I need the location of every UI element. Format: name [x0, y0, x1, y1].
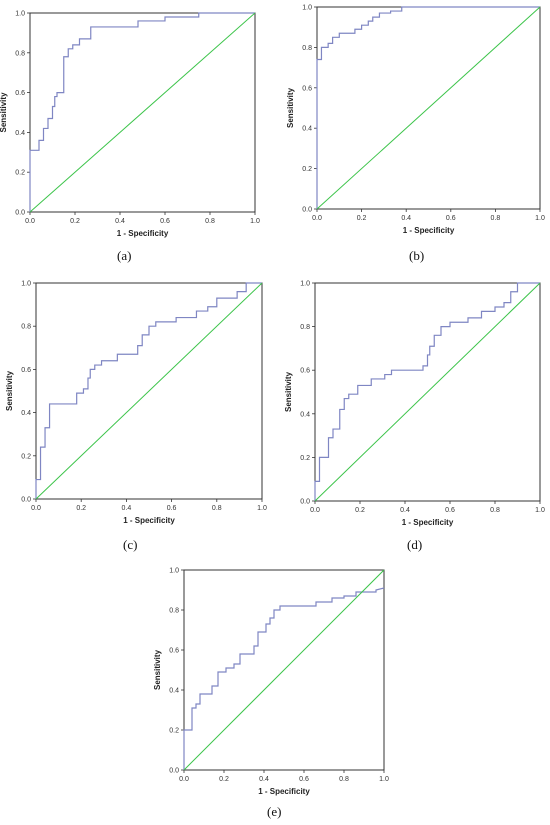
roc-curve-line [314, 282, 540, 501]
x-tick-label: 0.8 [212, 505, 222, 512]
panel-label-c: (c) [123, 537, 138, 552]
y-tick-label: 0.8 [302, 45, 312, 52]
roc-panel-d: 0.0 0.2 0.4 0.6 0.8 1.0 0.0 0.2 0.4 0.6 0.8 1.0 1 - … [275, 275, 550, 555]
plot-frame [314, 282, 541, 502]
x-tick-label: 0.2 [357, 215, 367, 222]
y-tick-label: 0.8 [21, 324, 31, 331]
y-tick-label: 0.6 [21, 367, 31, 374]
panel-label-d: (d) [407, 537, 423, 552]
x-axis-title: 1 - Specificity [117, 229, 169, 238]
y-tick-label: 0.0 [302, 207, 312, 214]
x-tick-label: 1.0 [379, 776, 389, 783]
y-tick-label: 0.6 [15, 90, 25, 97]
x-tick-label: 0.0 [179, 776, 189, 783]
x-tick-label: 0.6 [445, 507, 455, 514]
y-tick-label: 1.0 [300, 281, 310, 288]
y-tick-label: 0.6 [300, 368, 310, 375]
plot-frame [35, 282, 263, 500]
x-tick-label: 0.2 [76, 505, 86, 512]
plot-frame [29, 12, 256, 213]
y-tick-label: 0.8 [15, 50, 25, 57]
roc-curve-line [29, 12, 255, 212]
x-tick-label: 1.0 [250, 218, 260, 225]
y-tick-label: 0.0 [300, 499, 310, 506]
panel-label-a: (a) [117, 248, 132, 263]
roc-chart-d: 0.0 0.2 0.4 0.6 0.8 1.0 0.0 0.2 0.4 0.6 0.8 1.0 1 - … [284, 281, 545, 528]
x-tick-label: 0.0 [25, 218, 35, 225]
y-tick-label: 0.4 [21, 410, 31, 417]
roc-panel-a: 0.0 0.2 0.4 0.6 0.8 1.0 0.0 0.2 0.4 0.6 0.8 1.0 1 - … [0, 0, 275, 270]
roc-curve-line [183, 587, 385, 770]
x-tick-label: 0.4 [259, 776, 269, 783]
roc-panel-c: 0.0 0.2 0.4 0.6 0.8 1.0 0.0 0.2 0.4 0.6 0.8 1.0 1 - … [0, 275, 275, 555]
y-axis-title: Sensitivity [284, 371, 293, 412]
reference-diagonal-line [314, 282, 541, 502]
y-tick-label: 1.0 [21, 281, 31, 288]
x-tick-label: 0.6 [167, 505, 177, 512]
x-tick-label: 0.0 [312, 215, 322, 222]
x-tick-label: 0.0 [31, 505, 41, 512]
roc-panel-e: 0.0 0.2 0.4 0.6 0.8 1.0 0.0 0.2 0.4 0.6 0.8 1.0 1 - … [150, 560, 410, 825]
y-axis-title: Sensitivity [153, 649, 162, 690]
x-axis-title: 1 - Specificity [123, 516, 175, 525]
y-tick-label: 0.0 [21, 497, 31, 504]
y-axis-title: Sensitivity [286, 87, 295, 128]
y-tick-label: 0.2 [300, 455, 310, 462]
panel-label-b: (b) [409, 248, 425, 263]
x-tick-label: 0.0 [310, 507, 320, 514]
x-axis-title: 1 - Specificity [402, 518, 454, 527]
y-axis-title: Sensitivity [5, 370, 14, 411]
y-tick-label: 0.0 [169, 768, 179, 775]
y-tick-label: 0.2 [15, 170, 25, 177]
x-tick-label: 0.4 [122, 505, 132, 512]
y-tick-label: 0.4 [302, 126, 312, 133]
y-tick-label: 0.8 [300, 324, 310, 331]
x-tick-label: 0.2 [70, 218, 80, 225]
y-axis-title: Sensitivity [0, 92, 8, 133]
y-tick-label: 0.0 [15, 210, 25, 217]
y-tick-label: 0.8 [169, 608, 179, 615]
y-tick-label: 0.6 [302, 85, 312, 92]
roc-chart-a: 0.0 0.2 0.4 0.6 0.8 1.0 0.0 0.2 0.4 0.6 0.8 1.0 1 - … [0, 11, 260, 239]
panel-label-e: (e) [267, 804, 282, 819]
roc-chart-b: 0.0 0.2 0.4 0.6 0.8 1.0 0.0 0.2 0.4 0.6 0.8 1.0 1 - … [286, 5, 545, 236]
y-tick-label: 0.4 [169, 688, 179, 695]
x-tick-label: 0.8 [339, 776, 349, 783]
x-tick-label: 0.8 [205, 218, 215, 225]
y-tick-label: 1.0 [302, 5, 312, 12]
x-axis-title: 1 - Specificity [403, 226, 455, 235]
roc-panel-b: 0.0 0.2 0.4 0.6 0.8 1.0 0.0 0.2 0.4 0.6 0.8 1.0 1 - … [275, 0, 550, 270]
x-tick-label: 0.2 [355, 507, 365, 514]
roc-curve-line [35, 282, 262, 499]
reference-diagonal-line [35, 282, 263, 500]
x-tick-label: 0.2 [219, 776, 229, 783]
y-tick-label: 0.6 [169, 648, 179, 655]
y-tick-label: 0.2 [21, 453, 31, 460]
x-tick-label: 0.8 [491, 215, 501, 222]
x-tick-label: 1.0 [257, 505, 267, 512]
x-tick-label: 0.4 [400, 507, 410, 514]
plot-frame [183, 569, 385, 771]
reference-diagonal-line [316, 6, 541, 210]
x-tick-label: 0.4 [115, 218, 125, 225]
x-tick-label: 1.0 [535, 507, 545, 514]
x-tick-label: 1.0 [535, 215, 545, 222]
x-tick-label: 0.6 [160, 218, 170, 225]
reference-diagonal-line [29, 12, 256, 213]
roc-chart-c: 0.0 0.2 0.4 0.6 0.8 1.0 0.0 0.2 0.4 0.6 0.8 1.0 1 - … [5, 281, 267, 526]
y-tick-label: 0.2 [302, 166, 312, 173]
x-tick-label: 0.6 [446, 215, 456, 222]
x-axis-title: 1 - Specificity [258, 787, 310, 796]
y-tick-label: 1.0 [169, 568, 179, 575]
y-tick-label: 0.4 [15, 130, 25, 137]
roc-curve-line [316, 6, 540, 209]
roc-chart-e: 0.0 0.2 0.4 0.6 0.8 1.0 0.0 0.2 0.4 0.6 0.8 1.0 1 - … [153, 568, 389, 797]
reference-diagonal-line [183, 569, 385, 771]
y-tick-label: 0.4 [300, 411, 310, 418]
y-tick-label: 1.0 [15, 11, 25, 18]
x-tick-label: 0.6 [299, 776, 309, 783]
y-tick-label: 0.2 [169, 728, 179, 735]
x-tick-label: 0.8 [490, 507, 500, 514]
x-tick-label: 0.4 [401, 215, 411, 222]
